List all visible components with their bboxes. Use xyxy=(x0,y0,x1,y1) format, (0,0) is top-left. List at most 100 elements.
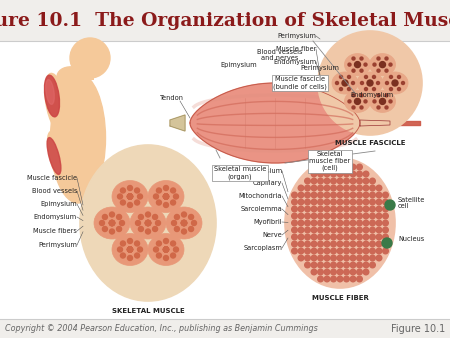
Circle shape xyxy=(305,199,310,205)
Text: Figure 10.1  The Organization of Skeletal Muscles: Figure 10.1 The Organization of Skeletal… xyxy=(0,11,450,30)
Circle shape xyxy=(331,199,336,205)
Circle shape xyxy=(382,227,388,233)
Circle shape xyxy=(370,185,375,191)
Circle shape xyxy=(389,63,392,66)
Circle shape xyxy=(337,234,343,240)
Circle shape xyxy=(157,188,162,193)
Circle shape xyxy=(344,171,349,177)
Text: Muscle fascicle
(bundle of cells): Muscle fascicle (bundle of cells) xyxy=(273,76,327,90)
Circle shape xyxy=(153,194,158,199)
Circle shape xyxy=(331,255,336,261)
Circle shape xyxy=(379,62,386,68)
Circle shape xyxy=(156,220,161,225)
Circle shape xyxy=(145,220,150,225)
Ellipse shape xyxy=(112,180,148,213)
Circle shape xyxy=(181,220,186,225)
Circle shape xyxy=(337,255,343,261)
Circle shape xyxy=(370,199,375,205)
Circle shape xyxy=(127,194,132,199)
Circle shape xyxy=(324,227,330,233)
Circle shape xyxy=(370,178,375,184)
Circle shape xyxy=(305,262,310,268)
Circle shape xyxy=(311,241,317,247)
Circle shape xyxy=(318,269,323,275)
Circle shape xyxy=(344,241,349,247)
Circle shape xyxy=(364,75,368,78)
Circle shape xyxy=(350,185,356,191)
Circle shape xyxy=(350,220,356,226)
Circle shape xyxy=(370,192,375,198)
Ellipse shape xyxy=(369,54,396,76)
Circle shape xyxy=(181,220,186,225)
Text: Muscle fiber: Muscle fiber xyxy=(275,46,316,52)
Circle shape xyxy=(331,269,336,275)
Circle shape xyxy=(292,248,297,254)
Circle shape xyxy=(145,229,150,234)
Circle shape xyxy=(305,255,310,261)
Circle shape xyxy=(318,178,323,184)
Ellipse shape xyxy=(345,54,370,76)
Circle shape xyxy=(370,220,375,226)
Text: Blood vessels: Blood vessels xyxy=(32,188,77,194)
Circle shape xyxy=(357,192,362,198)
Circle shape xyxy=(109,220,114,225)
Circle shape xyxy=(376,185,382,191)
Ellipse shape xyxy=(345,90,370,113)
Circle shape xyxy=(145,212,150,217)
Circle shape xyxy=(385,69,388,72)
Circle shape xyxy=(127,194,132,199)
Circle shape xyxy=(350,276,356,282)
Circle shape xyxy=(350,241,356,247)
Circle shape xyxy=(127,239,132,243)
Circle shape xyxy=(363,199,369,205)
Circle shape xyxy=(181,220,186,225)
Circle shape xyxy=(145,220,150,225)
Circle shape xyxy=(120,220,125,225)
Circle shape xyxy=(135,200,140,205)
Circle shape xyxy=(357,206,362,212)
Circle shape xyxy=(318,220,323,226)
Circle shape xyxy=(181,220,186,225)
Circle shape xyxy=(360,81,364,84)
Circle shape xyxy=(364,63,367,66)
Circle shape xyxy=(324,213,330,219)
Circle shape xyxy=(324,255,330,261)
Text: Satellite
cell: Satellite cell xyxy=(398,196,425,210)
Bar xyxy=(0,0,450,41)
Circle shape xyxy=(157,253,162,258)
Circle shape xyxy=(357,220,362,226)
Circle shape xyxy=(292,206,297,212)
Text: Epimysium: Epimysium xyxy=(220,62,256,68)
Circle shape xyxy=(109,220,114,225)
Circle shape xyxy=(109,212,114,217)
Circle shape xyxy=(292,220,297,226)
Circle shape xyxy=(163,247,168,252)
Circle shape xyxy=(127,256,132,261)
Circle shape xyxy=(386,81,388,84)
Circle shape xyxy=(117,226,122,232)
Circle shape xyxy=(357,269,362,275)
Circle shape xyxy=(324,248,330,254)
Ellipse shape xyxy=(332,72,358,94)
Circle shape xyxy=(109,220,114,225)
Circle shape xyxy=(360,106,363,109)
Circle shape xyxy=(305,234,310,240)
Circle shape xyxy=(127,247,132,252)
Circle shape xyxy=(351,81,355,84)
Text: Muscle fascicle: Muscle fascicle xyxy=(27,175,77,181)
Circle shape xyxy=(163,194,168,199)
Circle shape xyxy=(376,192,382,198)
Circle shape xyxy=(324,199,330,205)
Circle shape xyxy=(311,248,317,254)
Circle shape xyxy=(376,220,382,226)
Circle shape xyxy=(382,206,388,212)
Circle shape xyxy=(181,229,186,234)
Ellipse shape xyxy=(50,73,105,203)
Circle shape xyxy=(117,247,122,252)
Circle shape xyxy=(382,248,388,254)
Circle shape xyxy=(339,75,342,78)
Circle shape xyxy=(121,200,126,205)
Circle shape xyxy=(350,192,356,198)
Circle shape xyxy=(382,234,388,240)
Circle shape xyxy=(385,106,388,109)
